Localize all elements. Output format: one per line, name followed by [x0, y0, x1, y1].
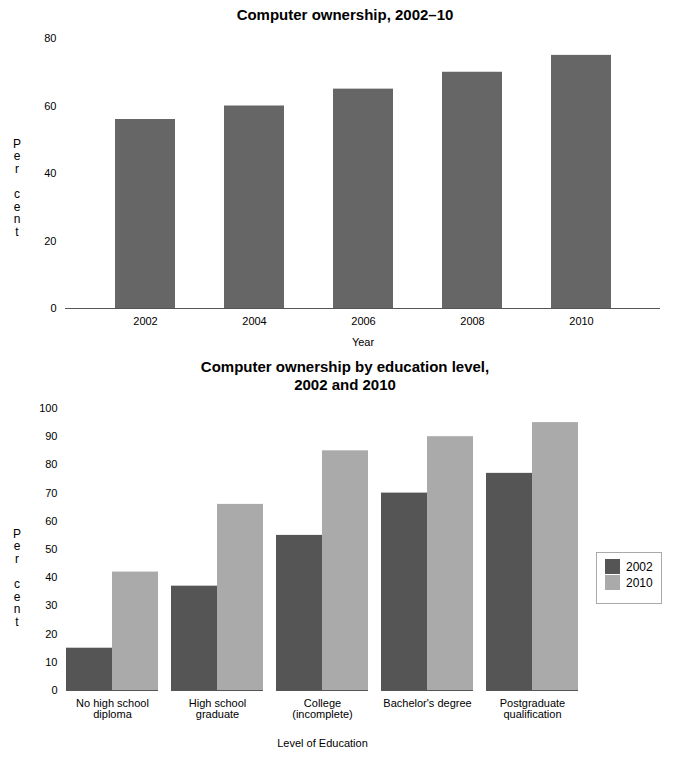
- svg-text:Postgraduatequalification: Postgraduatequalification: [500, 697, 565, 720]
- svg-text:60: 60: [45, 515, 57, 527]
- svg-text:10: 10: [45, 656, 57, 668]
- svg-text:0: 0: [50, 302, 56, 314]
- svg-text:40: 40: [45, 571, 57, 583]
- svg-text:High schoolgraduate: High schoolgraduate: [189, 697, 246, 720]
- svg-text:2010: 2010: [569, 315, 593, 327]
- svg-text:60: 60: [44, 100, 56, 112]
- html-text:P e r c e n t: P e r c e n t: [13, 526, 21, 629]
- svg-text:90: 90: [45, 430, 57, 442]
- svg-text:2002: 2002: [133, 315, 157, 327]
- svg-text:2006: 2006: [351, 315, 375, 327]
- svg-text:70: 70: [45, 487, 57, 499]
- svg-text:20: 20: [45, 628, 57, 640]
- svg-text:Bachelor's degree: Bachelor's degree: [383, 697, 471, 709]
- svg-text:College(incomplete): College(incomplete): [292, 697, 353, 720]
- svg-text:0: 0: [51, 684, 57, 696]
- svg-text:Level of Education: Level of Education: [277, 737, 368, 749]
- svg-text:80: 80: [45, 458, 57, 470]
- svg-text:80: 80: [44, 32, 56, 44]
- html-text:2010: 2010: [626, 575, 653, 590]
- svg-text:50: 50: [45, 543, 57, 555]
- svg-text:100: 100: [39, 402, 57, 414]
- svg-text:Year: Year: [352, 336, 375, 348]
- html-text:Computer ownership, 2002–10: Computer ownership, 2002–10: [236, 6, 454, 23]
- svg-text:No high schooldiploma: No high schooldiploma: [76, 697, 149, 720]
- svg-text:30: 30: [45, 599, 57, 611]
- svg-text:20: 20: [44, 235, 56, 247]
- svg-text:2008: 2008: [460, 315, 484, 327]
- svg-text:40: 40: [44, 167, 56, 179]
- html-text:2002: 2002: [626, 559, 653, 574]
- svg-text:2004: 2004: [242, 315, 266, 327]
- html-text:P e r c e n t: P e r c e n t: [13, 136, 21, 239]
- html-text:Computer ownership by educatio: Computer ownership by education level, 2…: [200, 358, 490, 393]
